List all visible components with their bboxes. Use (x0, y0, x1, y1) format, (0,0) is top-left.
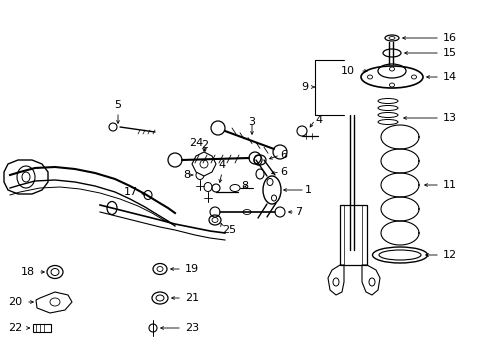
Text: 6: 6 (280, 167, 286, 177)
Text: 7: 7 (294, 207, 302, 217)
Text: 4: 4 (218, 160, 225, 170)
Text: 16: 16 (442, 33, 456, 43)
Text: 25: 25 (222, 225, 236, 235)
Text: 8: 8 (183, 170, 190, 180)
Text: 4: 4 (314, 115, 322, 125)
Text: 22: 22 (8, 323, 22, 333)
Text: 14: 14 (442, 72, 456, 82)
Text: 21: 21 (184, 293, 199, 303)
Text: 17: 17 (123, 187, 138, 197)
Text: 1: 1 (305, 185, 311, 195)
Polygon shape (192, 152, 216, 176)
Text: 8: 8 (241, 181, 247, 191)
Text: 10: 10 (340, 66, 354, 76)
Text: 2: 2 (201, 140, 208, 150)
Text: 5: 5 (114, 100, 121, 110)
Text: 24: 24 (188, 138, 203, 148)
Text: 18: 18 (21, 267, 35, 277)
Text: 20: 20 (8, 297, 22, 307)
Text: 11: 11 (442, 180, 456, 190)
Text: 23: 23 (184, 323, 199, 333)
Ellipse shape (51, 269, 59, 275)
Ellipse shape (22, 172, 30, 182)
Text: 13: 13 (442, 113, 456, 123)
Text: 6: 6 (280, 150, 286, 160)
Text: 3: 3 (248, 117, 255, 127)
Text: 9: 9 (300, 82, 307, 92)
Text: 19: 19 (184, 264, 199, 274)
Text: 15: 15 (442, 48, 456, 58)
Text: 12: 12 (442, 250, 456, 260)
